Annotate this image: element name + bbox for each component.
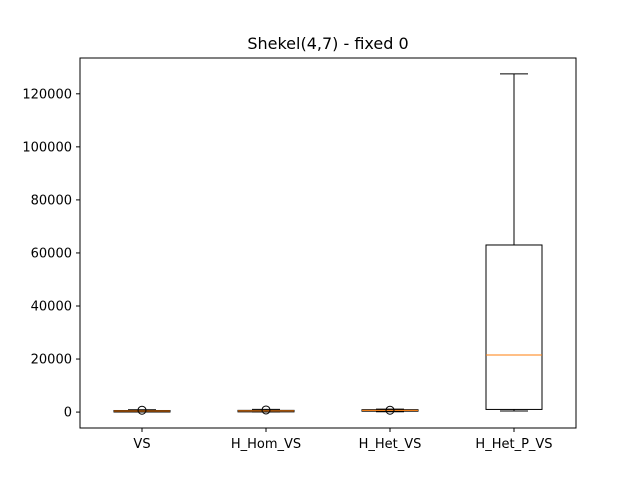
x-tick-label-0: VS [133, 437, 150, 452]
plot-frame [79, 57, 577, 429]
outlier-1-0 [261, 405, 271, 415]
y-tick-label-6: 120000 [22, 87, 72, 102]
outlier-0-0 [137, 405, 147, 415]
y-tick-label-4: 80000 [31, 193, 72, 208]
box-0 [113, 405, 171, 415]
y-axis: 0 20000 40000 60000 80000 100000 120000 [22, 87, 80, 421]
x-tick-label-3: H_Het_P_VS [475, 437, 552, 452]
x-axis: VS H_Hom_VS H_Het_VS H_Het_P_VS [133, 428, 553, 452]
x-tick-label-2: H_Het_VS [359, 437, 422, 452]
outlier-2-0 [385, 405, 395, 415]
box-2 [361, 405, 419, 415]
y-tick-label-3: 60000 [31, 246, 72, 261]
y-tick-label-1: 20000 [31, 353, 72, 368]
iqr-box-3 [485, 244, 543, 410]
box-3 [485, 73, 543, 412]
y-tick-label-5: 100000 [22, 140, 72, 155]
boxes-group [113, 73, 543, 415]
chart-title: Shekel(4,7) - fixed 0 [247, 34, 408, 53]
x-tick-label-1: H_Hom_VS [231, 437, 301, 452]
y-tick-label-0: 0 [64, 406, 72, 421]
y-tick-label-2: 40000 [31, 299, 72, 314]
box-1 [237, 405, 295, 415]
